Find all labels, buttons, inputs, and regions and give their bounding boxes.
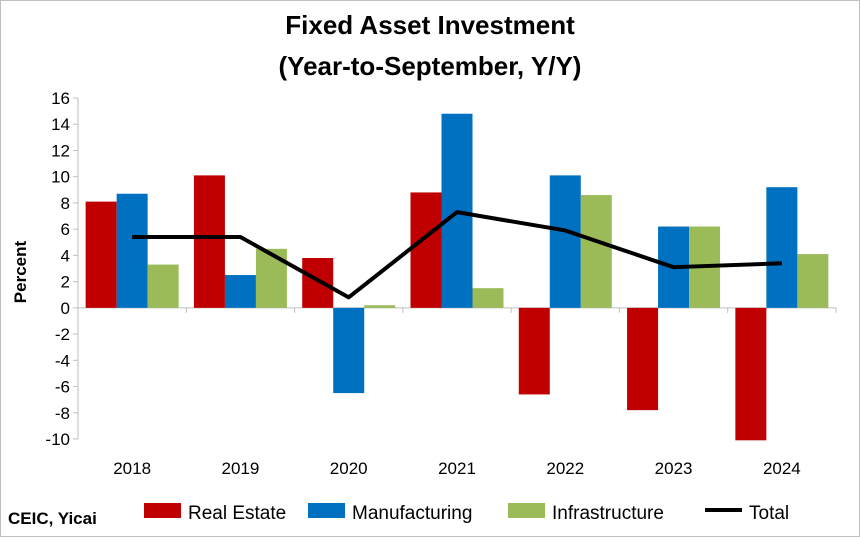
legend: Real Estate Manufacturing Infrastructure To…	[144, 503, 789, 524]
y-tick-label: 12	[51, 141, 70, 160]
x-tick-label: 2018	[113, 459, 151, 478]
bar-manufacturing-2024	[766, 187, 798, 308]
plot-area: 16 14 12 10 8 6 4 2 0 -2 -4 -6 -8 -10 2018 2019 2020 2021…	[45, 89, 837, 478]
bar-manufacturing-2019	[224, 275, 256, 308]
y-tick-label: -6	[55, 378, 70, 397]
bar-manufacturing-2020	[333, 307, 365, 394]
y-axis-title: Percent	[11, 240, 30, 303]
legend-label-manufacturing: Manufacturing	[352, 503, 472, 524]
legend-label-real-estate: Real Estate	[188, 503, 286, 524]
y-tick-label: 6	[61, 220, 70, 239]
legend-label-total: Total	[749, 503, 789, 524]
bar-infrastructure-2022	[580, 195, 612, 308]
chart-title: Fixed Asset Investment (Year-to-Septembe…	[279, 10, 582, 81]
chart-title-line-1: Fixed Asset Investment	[285, 10, 575, 40]
x-tick-label: 2020	[330, 459, 368, 478]
bar-manufacturing-2022	[549, 175, 581, 308]
y-tick-label: 2	[61, 273, 70, 292]
bar-infrastructure-2024	[797, 254, 829, 308]
bar-real-estate-2024	[735, 307, 767, 441]
bar-infrastructure-2019	[255, 248, 287, 308]
bar-real-estate-2023	[627, 307, 659, 411]
legend-swatch-real-estate	[144, 503, 181, 518]
y-tick-label: -2	[55, 325, 70, 344]
x-tick-label: 2024	[763, 459, 801, 478]
legend-swatch-manufacturing	[308, 503, 345, 518]
y-tick-label: 8	[61, 194, 70, 213]
bar-infrastructure-2018	[147, 264, 179, 308]
bar-real-estate-2022	[518, 307, 550, 395]
bar-real-estate-2020	[302, 258, 334, 308]
legend-label-infrastructure: Infrastructure	[552, 503, 664, 524]
y-tick-label: 4	[61, 246, 70, 265]
bar-real-estate-2018	[85, 201, 117, 308]
chart-title-line-2: (Year-to-September, Y/Y)	[279, 51, 582, 81]
bar-infrastructure-2020	[364, 305, 396, 308]
y-tick-label: -4	[55, 351, 70, 370]
y-tick-label: -8	[55, 404, 70, 423]
legend-swatch-infrastructure	[508, 503, 545, 518]
source-note: CEIC, Yicai	[8, 509, 97, 528]
bar-real-estate-2019	[193, 175, 225, 308]
bar-infrastructure-2021	[472, 288, 504, 308]
bar-real-estate-2021	[410, 192, 442, 308]
x-tick-label: 2019	[222, 459, 260, 478]
y-tick-label: 14	[51, 115, 70, 134]
x-tick-label: 2021	[438, 459, 476, 478]
y-tick-label: 0	[61, 299, 70, 318]
y-tick-label: 10	[51, 168, 70, 187]
x-tick-label: 2022	[546, 459, 584, 478]
line-total	[132, 210, 782, 300]
x-tick-label: 2023	[655, 459, 693, 478]
y-tick-label: -10	[45, 430, 70, 449]
y-tick-label: 16	[51, 89, 70, 108]
bar-manufacturing-2018	[116, 193, 148, 308]
